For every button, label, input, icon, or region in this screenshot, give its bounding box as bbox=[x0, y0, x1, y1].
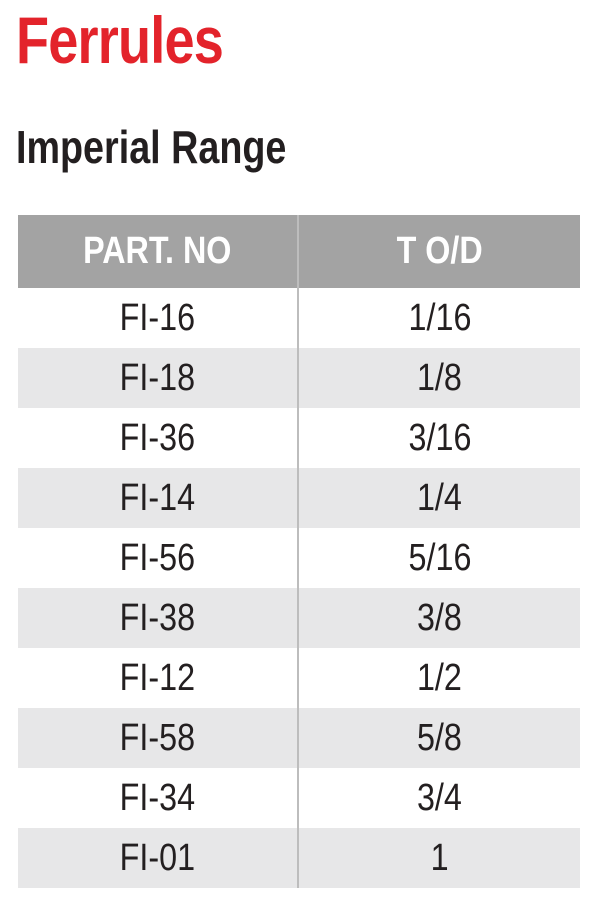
table-row: FI-12 1/2 bbox=[18, 648, 580, 708]
table-row: FI-56 5/16 bbox=[18, 528, 580, 588]
table-row: FI-58 5/8 bbox=[18, 708, 580, 768]
cell-text: 5/8 bbox=[417, 716, 462, 759]
table-cell: 1 bbox=[298, 828, 580, 888]
table-row: FI-01 1 bbox=[18, 828, 580, 888]
table-cell: 3/8 bbox=[298, 588, 580, 648]
table-cell: FI-58 bbox=[18, 708, 299, 768]
cell-text: FI-16 bbox=[119, 296, 196, 339]
table-cell: FI-36 bbox=[18, 408, 299, 468]
table-cell: 1/4 bbox=[298, 468, 580, 528]
table-cell: FI-56 bbox=[18, 528, 299, 588]
column-header: PART. NO bbox=[18, 215, 299, 288]
cell-text: 1 bbox=[430, 836, 449, 879]
table-cell: 5/16 bbox=[298, 528, 580, 588]
cell-text: FI-36 bbox=[119, 416, 196, 459]
table-cell: FI-12 bbox=[18, 648, 299, 708]
ferrule-table: PART. NO T O/D FI-16 1/16 FI-18 1/8 FI-36 3/16… bbox=[18, 215, 580, 888]
subtitle: Imperial Range bbox=[16, 121, 287, 173]
table-cell: 3/4 bbox=[298, 768, 580, 828]
table-cell: FI-34 bbox=[18, 768, 299, 828]
cell-text: FI-58 bbox=[119, 716, 196, 759]
table-row: FI-34 3/4 bbox=[18, 768, 580, 828]
table-row: FI-16 1/16 bbox=[18, 288, 580, 348]
table-cell: 3/16 bbox=[298, 408, 580, 468]
table-cell: FI-14 bbox=[18, 468, 299, 528]
cell-text: 3/16 bbox=[408, 416, 471, 459]
table-cell: 1/16 bbox=[298, 288, 580, 348]
cell-text: 3/8 bbox=[417, 596, 462, 639]
table-row: FI-36 3/16 bbox=[18, 408, 580, 468]
cell-text: 1/2 bbox=[417, 656, 462, 699]
table-cell: FI-18 bbox=[18, 348, 299, 408]
table-cell: FI-38 bbox=[18, 588, 299, 648]
cell-text: FI-34 bbox=[119, 776, 196, 819]
column-header-text: T O/D bbox=[396, 230, 483, 272]
table-cell: FI-01 bbox=[18, 828, 299, 888]
table-cell: 1/8 bbox=[298, 348, 580, 408]
cell-text: FI-14 bbox=[119, 476, 196, 519]
table-cell: 1/2 bbox=[298, 648, 580, 708]
table-row: FI-18 1/8 bbox=[18, 348, 580, 408]
cell-text: FI-18 bbox=[119, 356, 196, 399]
title: Ferrules bbox=[16, 3, 224, 77]
table-cell: FI-16 bbox=[18, 288, 299, 348]
cell-text: 1/8 bbox=[417, 356, 462, 399]
cell-text: FI-38 bbox=[119, 596, 196, 639]
cell-text: FI-01 bbox=[119, 836, 196, 879]
header-row: PART. NO T O/D bbox=[18, 215, 580, 288]
table-row: FI-38 3/8 bbox=[18, 588, 580, 648]
table-body: FI-16 1/16 FI-18 1/8 FI-36 3/16 FI-14 1/4 FI-56 5… bbox=[18, 288, 580, 888]
table-row: FI-14 1/4 bbox=[18, 468, 580, 528]
column-header-text: PART. NO bbox=[83, 230, 232, 272]
column-header: T O/D bbox=[298, 215, 580, 288]
table-cell: 5/8 bbox=[298, 708, 580, 768]
cell-text: 3/4 bbox=[417, 776, 462, 819]
cell-text: 1/4 bbox=[417, 476, 462, 519]
cell-text: 5/16 bbox=[408, 536, 471, 579]
cell-text: FI-12 bbox=[119, 656, 196, 699]
cell-text: 1/16 bbox=[408, 296, 471, 339]
cell-text: FI-56 bbox=[119, 536, 196, 579]
